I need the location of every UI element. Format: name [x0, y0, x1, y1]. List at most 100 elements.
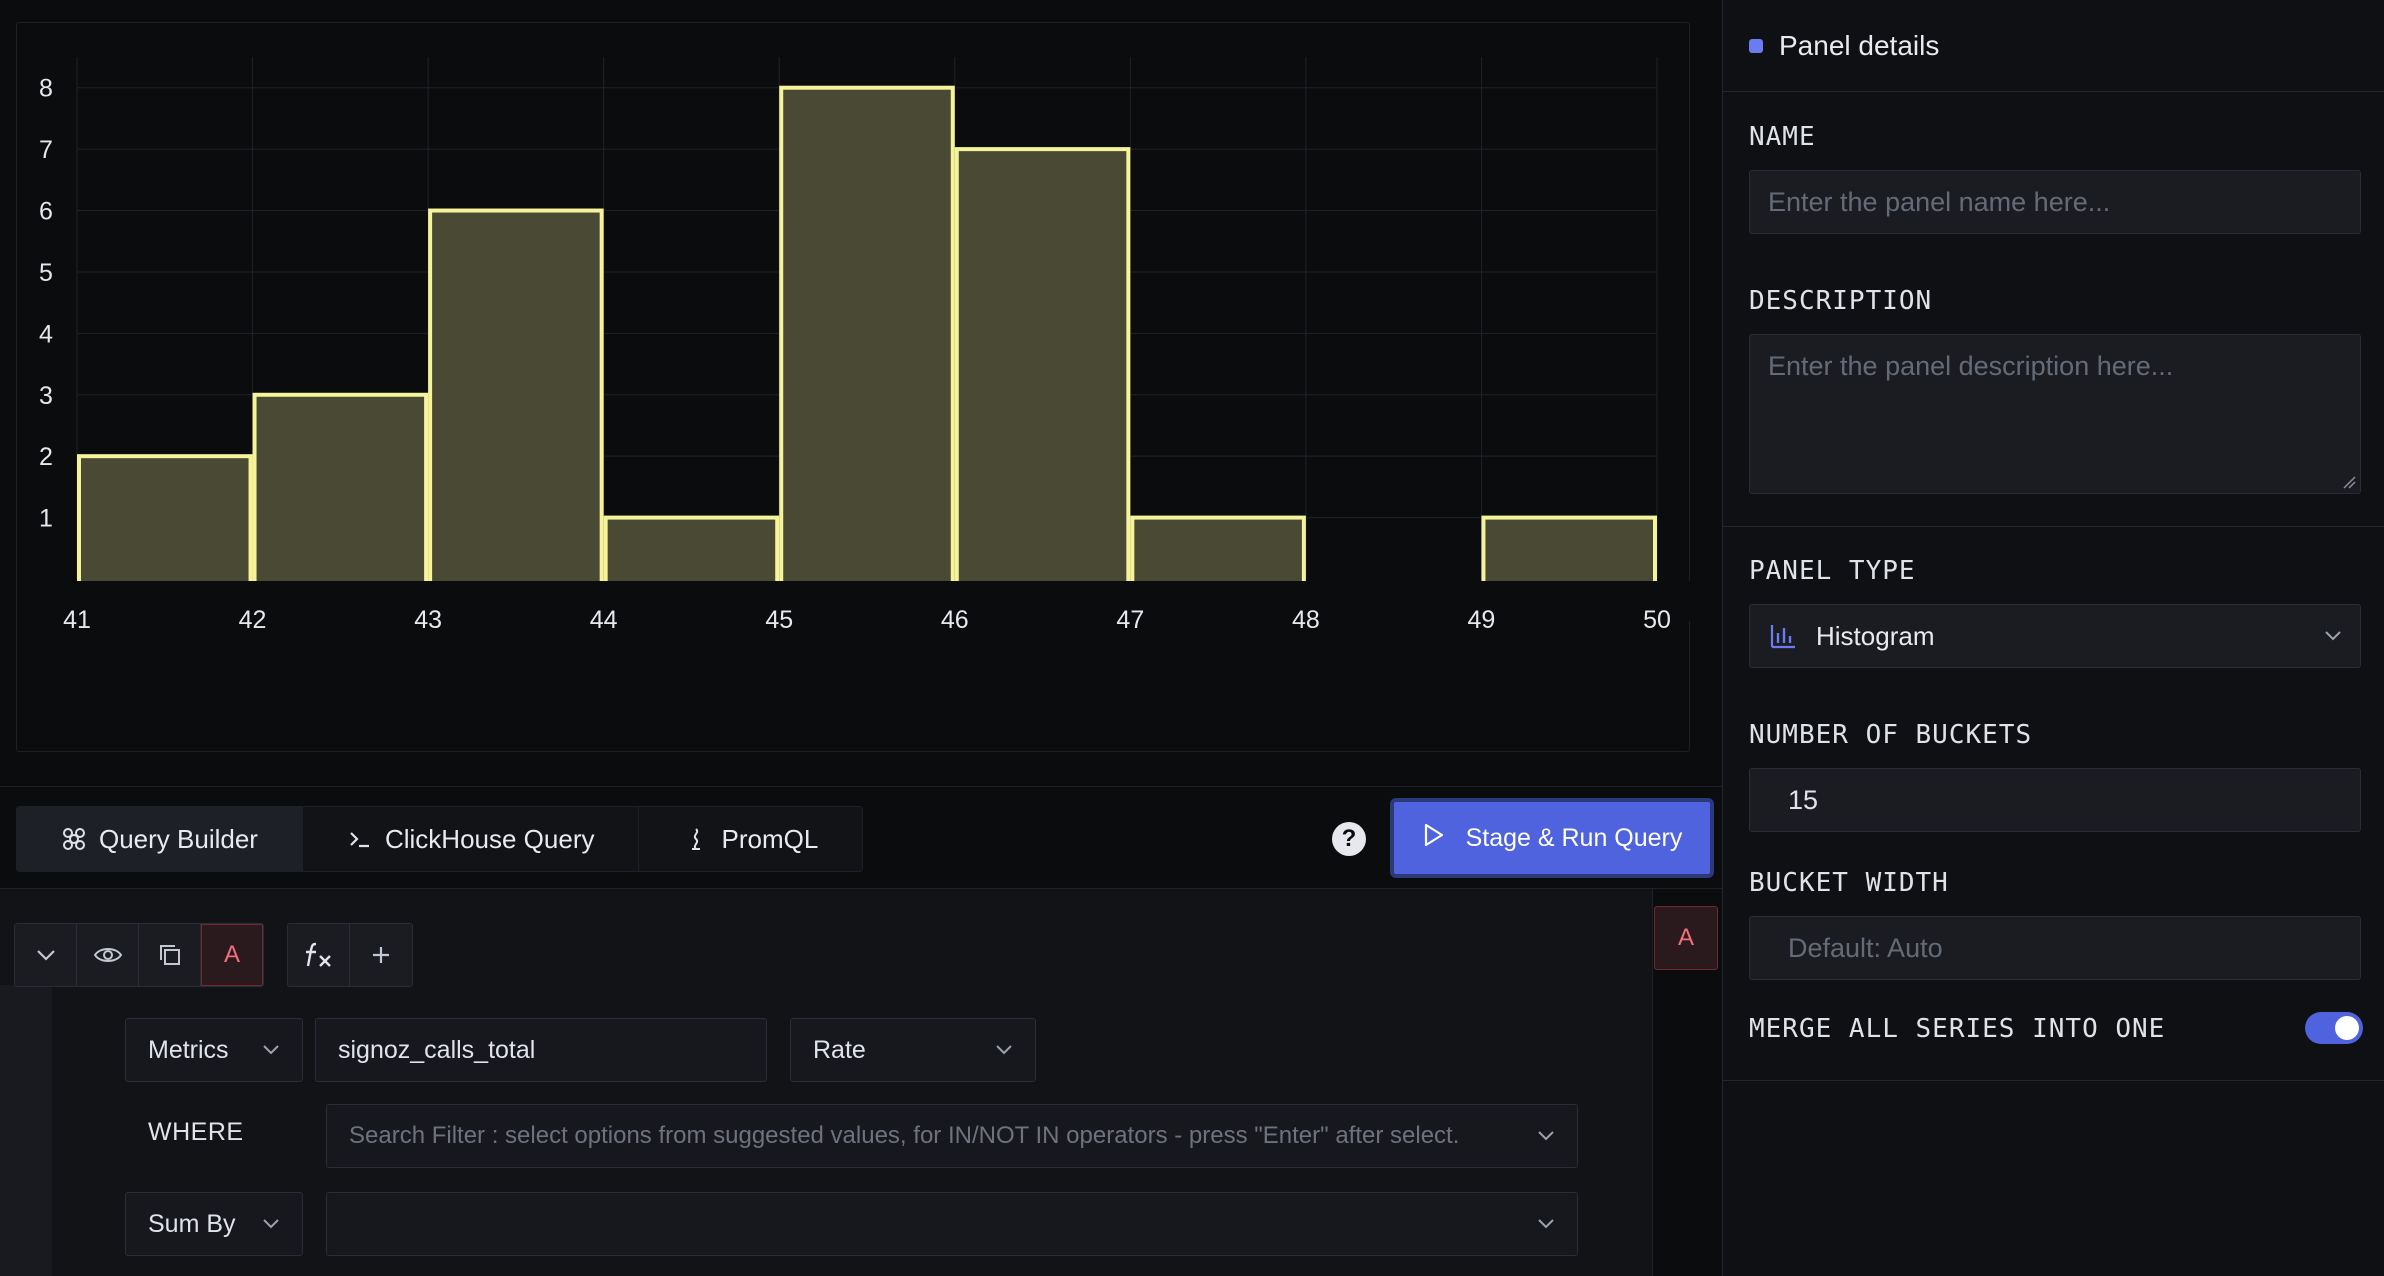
stage-run-query-button[interactable]: Stage & Run Query [1390, 798, 1714, 878]
x-tick-label: 47 [1116, 606, 1144, 634]
tab-query-builder[interactable]: Query Builder [17, 807, 303, 871]
query-letter-badge-right[interactable]: A [1654, 906, 1718, 970]
description-label: DESCRIPTION [1749, 286, 1933, 316]
divider [1652, 889, 1653, 1276]
y-tick-label: 5 [39, 259, 53, 287]
x-tick-label: 49 [1468, 606, 1496, 634]
description-placeholder: Enter the panel description here... [1768, 351, 2174, 381]
plus-icon [373, 947, 389, 963]
aggregation-value: Rate [813, 1035, 866, 1064]
panel-type-value: Histogram [1816, 620, 1935, 651]
bucket-width-label: BUCKET WIDTH [1749, 868, 1949, 898]
function-icon [305, 942, 331, 967]
y-tick-label: 6 [39, 198, 53, 226]
panel-description-input[interactable]: Enter the panel description here... [1749, 334, 2361, 494]
panel-details-sidebar: Panel details NAME Enter the panel name … [1722, 0, 2384, 1276]
histogram-bar[interactable] [603, 515, 780, 587]
histogram-bar[interactable] [428, 208, 604, 587]
histogram-bar[interactable] [252, 392, 429, 587]
baseline-mask [17, 581, 1691, 621]
add-formula-button[interactable] [288, 924, 350, 986]
chevron-down-icon [995, 1040, 1013, 1061]
y-tick-label: 8 [39, 75, 53, 103]
bucket-width-input[interactable]: Default: Auto [1749, 916, 2361, 980]
divider [1723, 1080, 2384, 1081]
query-letter-badge[interactable]: A [201, 924, 263, 986]
tab-promql[interactable]: PromQL [639, 807, 863, 871]
panel-type-label: PANEL TYPE [1749, 556, 1916, 586]
histogram-bar[interactable] [954, 147, 1131, 587]
where-filter-input[interactable]: Search Filter : select options from sugg… [326, 1104, 1578, 1168]
terminal-icon [347, 826, 373, 852]
help-icon[interactable]: ? [1332, 822, 1366, 856]
panel-details-title: Panel details [1779, 29, 1940, 61]
eye-icon [93, 948, 122, 962]
x-tick-label: 48 [1292, 606, 1320, 634]
chevron-down-icon [262, 1214, 280, 1235]
merge-series-toggle[interactable] [2305, 1012, 2363, 1044]
chevron-down-icon [262, 1040, 280, 1061]
histogram-bar[interactable] [77, 454, 253, 588]
resize-handle-icon[interactable] [2342, 475, 2356, 489]
toggle-knob [2335, 1016, 2359, 1040]
tab-label: ClickHouse Query [384, 823, 595, 854]
x-tick-label: 45 [765, 606, 793, 634]
panel-name-input[interactable]: Enter the panel name here... [1749, 170, 2361, 234]
x-tick-label: 46 [941, 606, 969, 634]
metric-name-value: signoz_calls_total [338, 1035, 536, 1064]
y-tick-label: 7 [39, 136, 53, 164]
where-filter-placeholder: Search Filter : select options from sugg… [349, 1122, 1460, 1149]
main-area: 1 2 3 4 5 6 7 8 41 42 43 44 45 46 47 48 49 50 Query Build… [0, 22, 1722, 1276]
x-tick-label: 50 [1643, 606, 1671, 634]
y-tick-label: 4 [39, 320, 53, 348]
toggle-visibility-button[interactable] [77, 924, 139, 986]
data-source-select[interactable]: Metrics [125, 1018, 303, 1082]
x-tick-label: 42 [239, 606, 267, 634]
copy-query-button[interactable] [139, 924, 201, 986]
query-controls: A [14, 923, 264, 987]
metric-name-input[interactable]: signoz_calls_total [315, 1018, 767, 1082]
group-by-input[interactable] [326, 1192, 1578, 1256]
number-of-buckets-label: NUMBER OF BUCKETS [1749, 720, 2033, 750]
histogram-bar[interactable] [1130, 515, 1306, 587]
run-button-label: Stage & Run Query [1465, 823, 1683, 852]
group-by-select[interactable]: Sum By [125, 1192, 303, 1256]
query-gutter [0, 985, 52, 1276]
panel-details-header: Panel details [1723, 0, 2384, 92]
chevron-down-icon [36, 950, 55, 961]
panel-type-select[interactable]: Histogram [1749, 604, 2361, 668]
divider [1723, 526, 2384, 527]
tab-label: Query Builder [99, 823, 258, 854]
bar-chart-icon [1770, 625, 1795, 649]
x-tick-label: 44 [590, 606, 618, 634]
histogram-bar[interactable] [779, 85, 955, 588]
x-tick-label: 41 [63, 606, 91, 634]
name-label: NAME [1749, 122, 1816, 152]
play-icon [1422, 822, 1446, 855]
number-of-buckets-input[interactable]: 15 [1749, 768, 2361, 832]
chevron-down-icon [1537, 1126, 1555, 1147]
panel-dot-icon [1749, 38, 1763, 53]
histogram-bar[interactable] [1481, 515, 1658, 587]
chart-panel: 1 2 3 4 5 6 7 8 41 42 43 44 45 46 47 48 49 50 [16, 22, 1691, 752]
y-tick-label: 3 [39, 382, 53, 410]
query-tabs: Query Builder ClickHouse Query PromQL [16, 806, 864, 872]
aggregation-select[interactable]: Rate [790, 1018, 1036, 1082]
formula-controls [287, 923, 413, 987]
tab-label: PromQL [721, 823, 819, 854]
tab-clickhouse-query[interactable]: ClickHouse Query [302, 807, 640, 871]
query-builder-icon [61, 826, 87, 852]
divider [0, 888, 1722, 889]
copy-icon [159, 945, 180, 965]
x-tick-label: 43 [414, 606, 442, 634]
merge-series-label: MERGE ALL SERIES INTO ONE [1749, 1014, 2166, 1044]
promql-icon [683, 826, 709, 852]
add-query-button[interactable] [350, 924, 412, 986]
group-by-value: Sum By [148, 1209, 236, 1238]
collapse-button[interactable] [15, 924, 77, 986]
where-label: WHERE [148, 1118, 244, 1146]
divider [0, 786, 1722, 787]
y-tick-label: 2 [39, 443, 53, 471]
chevron-down-icon [2325, 631, 2341, 641]
